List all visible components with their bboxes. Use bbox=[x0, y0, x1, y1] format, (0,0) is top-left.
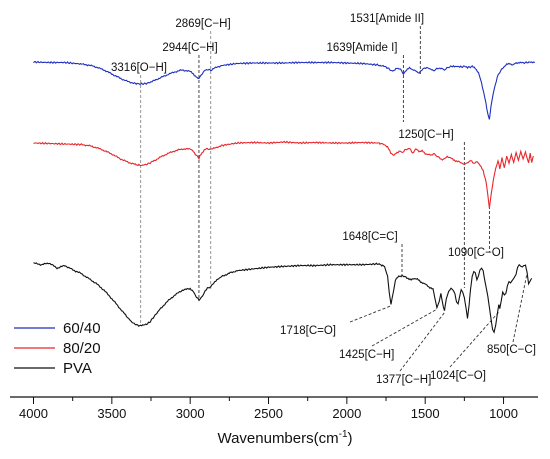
annotation-label-6: 1648[C=C] bbox=[342, 231, 397, 243]
legend-label-2: 80/20 bbox=[63, 340, 101, 357]
annotation-leader-13 bbox=[512, 273, 528, 343]
x-tick-label-2000: 2000 bbox=[332, 406, 361, 421]
annotation-label-12: 1024[C−O] bbox=[430, 370, 486, 382]
annotation-leader-11 bbox=[399, 312, 445, 372]
legend: 60/40 80/20 PVA bbox=[14, 320, 101, 377]
annotation-labels: 3316[O−H] 2944[C−H] 2869[C−H] 1639[Amide I]… bbox=[111, 13, 536, 386]
annotation-leader-10 bbox=[371, 308, 438, 347]
x-axis: 4000 3500 3000 2500 2000 1500 1000 bbox=[10, 396, 538, 421]
annotation-label-13: 850[C−C] bbox=[487, 344, 536, 356]
annotation-leader-12 bbox=[449, 310, 501, 368]
legend-label-3: PVA bbox=[63, 360, 92, 377]
annotation-label-11: 1377[C−H] bbox=[376, 374, 431, 386]
annotation-label-10: 1425[C−H] bbox=[339, 349, 394, 361]
annotation-lines bbox=[140, 26, 528, 372]
series-layer bbox=[33, 60, 536, 334]
annotation-label-1: 3316[O−H] bbox=[111, 62, 167, 74]
x-tick-label-2500: 2500 bbox=[254, 406, 283, 421]
x-axis-label: Wavenumbers(cm-1) bbox=[217, 429, 352, 447]
series-line-2 bbox=[33, 140, 534, 209]
annotation-label-5: 1531[Amide II] bbox=[350, 13, 424, 25]
x-tick-label-4000: 4000 bbox=[19, 406, 48, 421]
annotation-label-4: 1639[Amide I] bbox=[327, 42, 398, 54]
series-line-3 bbox=[33, 262, 533, 334]
series-line-1 bbox=[33, 60, 536, 120]
annotation-leader-9 bbox=[349, 305, 392, 323]
x-tick-label-1500: 1500 bbox=[411, 406, 440, 421]
x-tick-label-3000: 3000 bbox=[176, 406, 205, 421]
annotation-label-7: 1250[C−H] bbox=[398, 129, 453, 141]
annotation-label-8: 1090[C−O] bbox=[448, 247, 504, 259]
x-axis-label-superscript: -1 bbox=[339, 429, 348, 440]
annotation-label-2: 2944[C−H] bbox=[162, 42, 217, 54]
annotation-label-9: 1718[C=O] bbox=[280, 325, 336, 337]
legend-label-1: 60/40 bbox=[63, 320, 101, 337]
x-tick-label-1000: 1000 bbox=[489, 406, 518, 421]
x-tick-label-3500: 3500 bbox=[97, 406, 126, 421]
annotation-label-3: 2869[C−H] bbox=[175, 18, 230, 30]
